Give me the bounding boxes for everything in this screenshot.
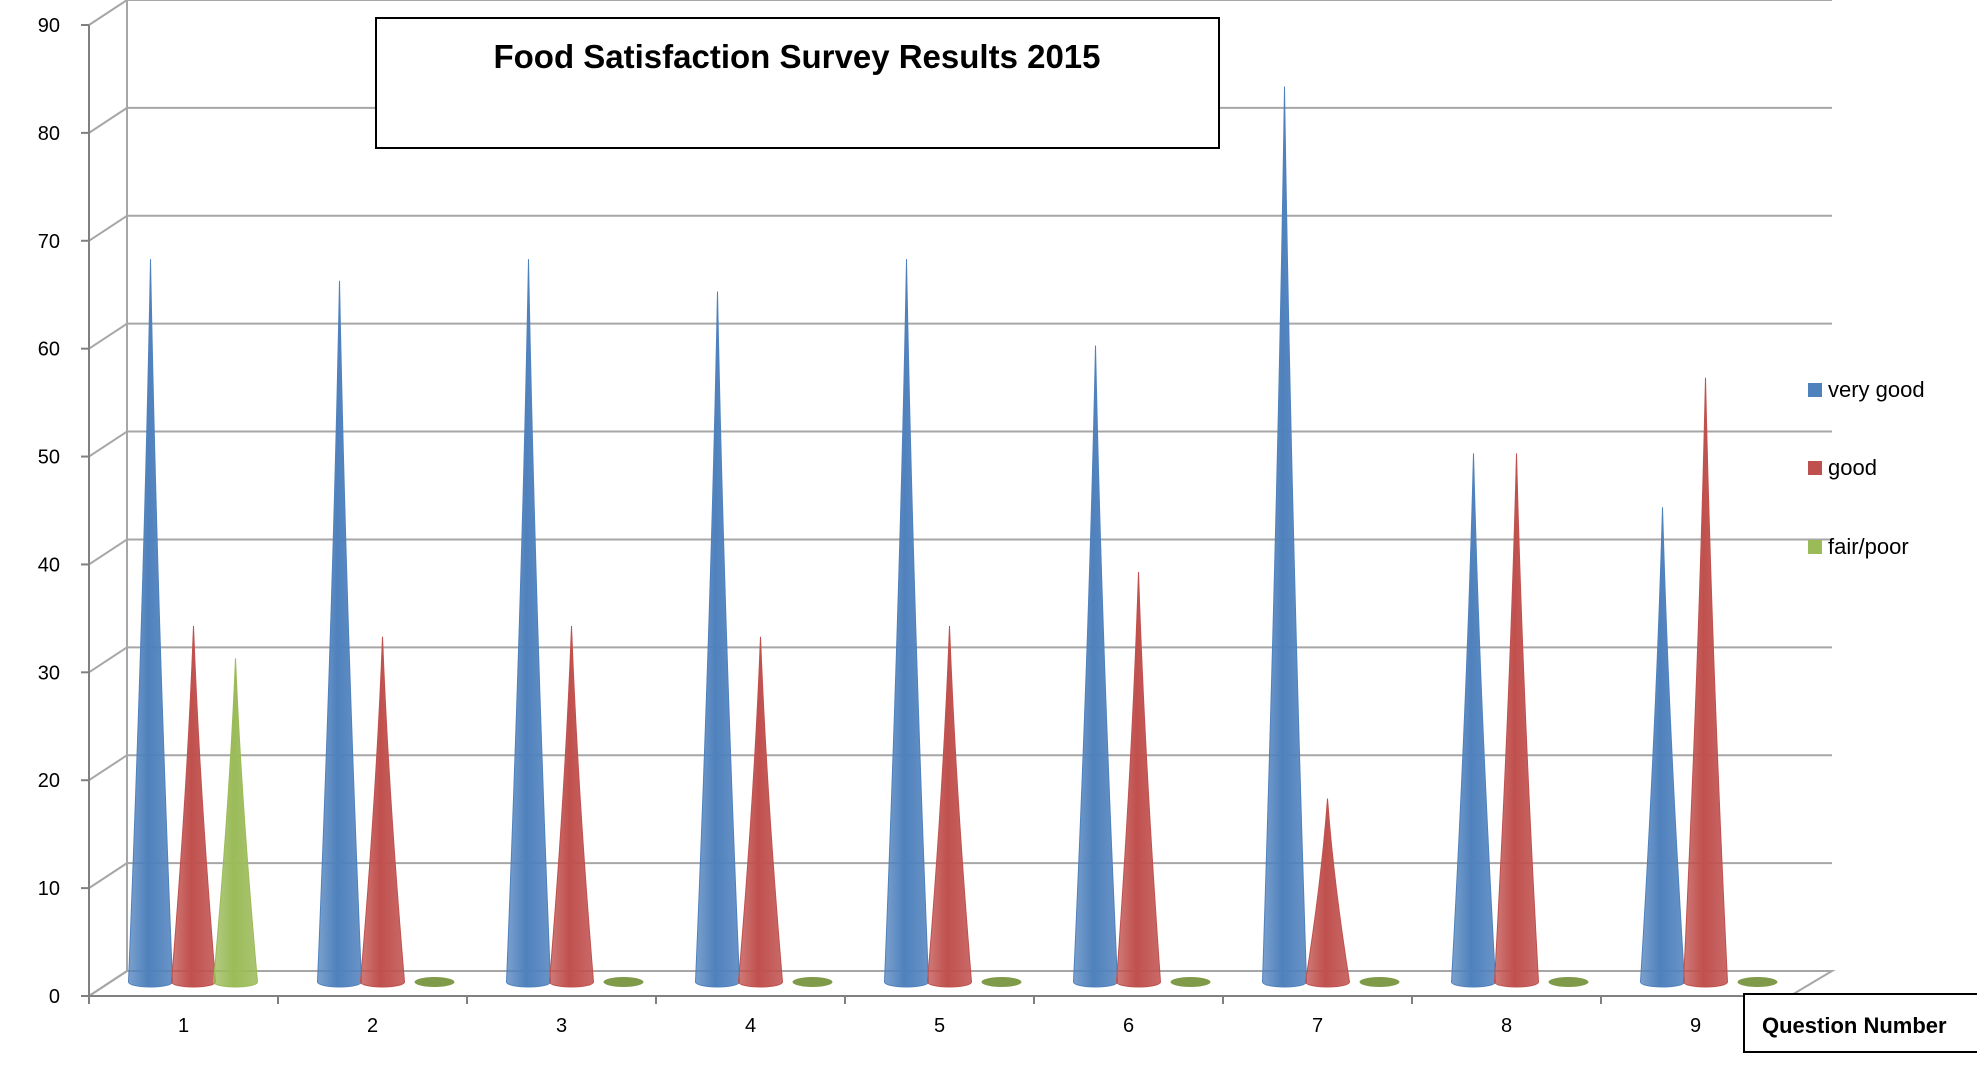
x-tick-label: 2	[367, 1015, 378, 1037]
legend-item: good	[1808, 455, 1877, 480]
bar-good	[1682, 377, 1729, 988]
bar-fair-poor-zero	[792, 977, 833, 987]
bar-good	[926, 625, 973, 988]
gridline-side	[88, 538, 128, 566]
bar-good	[1493, 453, 1540, 988]
bar-good	[1304, 798, 1351, 988]
bar-good	[548, 625, 595, 988]
legend: very good good fair/poor	[1808, 377, 1925, 559]
bar-fair-poor	[212, 658, 259, 988]
gridline-side	[88, 754, 128, 782]
bar-very-good	[1072, 345, 1119, 988]
x-tick-label: 9	[1690, 1015, 1701, 1037]
legend-swatch	[1808, 540, 1822, 554]
y-tick-label: 30	[38, 662, 60, 684]
bar-very-good	[1261, 86, 1308, 988]
x-tick-label: 7	[1312, 1015, 1323, 1037]
y-tick-label: 40	[38, 554, 60, 576]
axis-layer: 0 10 20 30 40 50 60 70 80 90 1 2 3 4 5 6 7 8 9	[38, 15, 1791, 1037]
x-axis-label: Question Number	[1762, 1013, 1947, 1038]
y-tick-label: 80	[38, 123, 60, 145]
bar-very-good	[1639, 507, 1686, 988]
bar-fair-poor-zero	[1548, 977, 1589, 987]
bar-very-good	[316, 280, 363, 988]
bar-good	[1115, 572, 1162, 988]
bar-fair-poor-zero	[1359, 977, 1400, 987]
title-box: Food Satisfaction Survey Results 2015	[375, 17, 1220, 149]
bar-fair-poor-zero	[1170, 977, 1211, 987]
x-tick-label: 1	[178, 1015, 189, 1037]
legend-item: fair/poor	[1808, 534, 1909, 559]
legend-swatch	[1808, 383, 1822, 397]
bar-very-good	[694, 291, 741, 988]
chart-title: Food Satisfaction Survey Results 2015	[493, 38, 1100, 75]
x-tick-label: 3	[556, 1015, 567, 1037]
bar-good	[170, 625, 217, 988]
x-tick-label: 8	[1501, 1015, 1512, 1037]
bar-very-good	[1450, 453, 1497, 988]
y-tick-label: 70	[38, 231, 60, 253]
gridline-side	[88, 646, 128, 674]
legend-label: good	[1828, 455, 1877, 480]
bar-good	[359, 636, 406, 988]
gridline-side	[88, 862, 128, 889]
bar-very-good	[505, 259, 552, 988]
legend-label: fair/poor	[1828, 534, 1909, 559]
bar-good	[737, 636, 784, 988]
x-tick-label: 6	[1123, 1015, 1134, 1037]
y-tick-label: 0	[49, 986, 60, 1008]
legend-swatch	[1808, 461, 1822, 475]
bar-fair-poor-zero	[414, 977, 455, 987]
gridline-side	[88, 107, 128, 134]
x-tick-label: 5	[934, 1015, 945, 1037]
bar-fair-poor-zero	[1737, 977, 1778, 987]
bar-fair-poor-zero	[603, 977, 644, 987]
bar-very-good	[127, 259, 174, 988]
bar-layer	[127, 86, 1778, 988]
y-tick-label: 90	[38, 15, 60, 37]
gridline-side	[88, 214, 128, 242]
xlabel-box: Question Number	[1743, 993, 1977, 1053]
y-tick-label: 10	[38, 878, 60, 900]
gridline-side	[88, 430, 128, 458]
y-tick-label: 50	[38, 447, 60, 469]
gridline-side	[88, 322, 128, 350]
legend-item: very good	[1808, 377, 1925, 402]
y-tick-label: 20	[38, 770, 60, 792]
gridline-side	[88, 0, 128, 26]
y-tick-label: 60	[38, 339, 60, 361]
bar-very-good	[883, 259, 930, 988]
x-tick-label: 4	[745, 1015, 756, 1037]
legend-label: very good	[1828, 377, 1925, 402]
bar-fair-poor-zero	[981, 977, 1022, 987]
